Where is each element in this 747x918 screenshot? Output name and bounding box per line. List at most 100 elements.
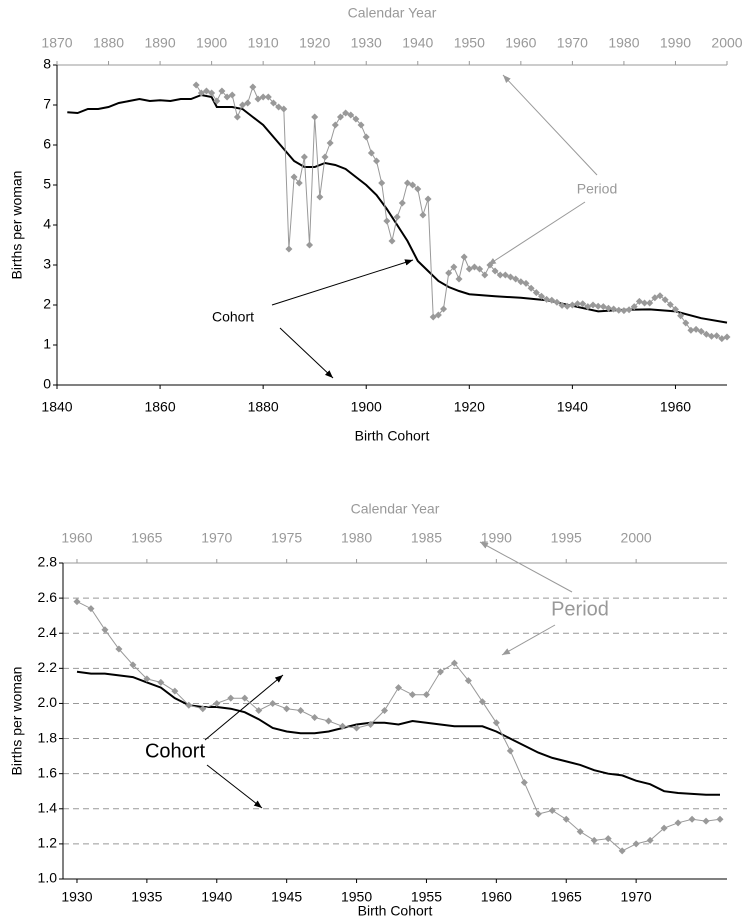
x2-tick-label: 1960 [61, 530, 92, 546]
data-point [666, 301, 674, 309]
x2-tick-label: 1960 [505, 35, 536, 51]
data-point [491, 267, 499, 275]
x-tick-label: 1970 [621, 889, 652, 905]
data-point [422, 691, 430, 699]
y-axis-title: Births per woman [9, 667, 25, 776]
x2-tick-label: 1985 [411, 530, 442, 546]
x2-tick-label: 1990 [660, 35, 691, 51]
y-tick-label: 1 [43, 336, 51, 352]
data-point [563, 302, 571, 310]
data-point [419, 211, 427, 219]
data-point [197, 89, 205, 97]
x2-axis-title: Calendar Year [351, 501, 440, 517]
annotation-arrow [204, 674, 284, 741]
data-point [409, 181, 417, 189]
data-point [584, 303, 592, 311]
data-point [713, 332, 721, 340]
data-point [548, 296, 556, 304]
y-tick-label: 1.4 [38, 799, 58, 815]
annotation-arrow [502, 74, 598, 176]
data-point [455, 275, 463, 283]
x-tick-label: 1950 [341, 889, 372, 905]
data-point [244, 99, 252, 107]
x2-tick-label: 1995 [551, 530, 582, 546]
data-point [241, 694, 249, 702]
data-point [347, 111, 355, 119]
data-point [610, 305, 618, 313]
y-tick-label: 4 [43, 216, 51, 232]
x2-tick-label: 1965 [131, 530, 162, 546]
data-point [398, 199, 406, 207]
data-point [373, 157, 381, 165]
data-point [218, 87, 226, 95]
data-point [331, 121, 339, 129]
data-point [115, 645, 123, 653]
x2-tick-label: 2000 [711, 35, 742, 51]
data-point [522, 279, 530, 287]
data-point [615, 306, 623, 314]
data-point [656, 292, 664, 300]
data-point [297, 706, 305, 714]
annotation-arrow [206, 764, 263, 809]
data-point [213, 97, 221, 105]
x2-tick-label: 1975 [271, 530, 302, 546]
y-tick-label: 0 [43, 376, 51, 392]
data-point [429, 313, 437, 321]
data-point [464, 677, 472, 685]
y-tick-label: 1.8 [38, 729, 58, 745]
data-point [316, 193, 324, 201]
series-line [76, 670, 720, 796]
data-point [269, 99, 277, 107]
data-point [143, 675, 151, 683]
data-point [481, 271, 489, 279]
data-point [517, 278, 525, 286]
x2-tick-label: 1980 [341, 530, 372, 546]
data-point [496, 271, 504, 279]
data-point [311, 713, 319, 721]
data-point [604, 304, 612, 312]
data-point [708, 332, 716, 340]
data-point [576, 828, 584, 836]
data-point [157, 678, 165, 686]
data-point [590, 836, 598, 844]
data-point [697, 327, 705, 335]
data-point [227, 694, 235, 702]
data-point [646, 836, 654, 844]
data-point [520, 778, 528, 786]
data-point [213, 699, 221, 707]
data-point [290, 173, 298, 181]
data-point [445, 269, 453, 277]
data-point [579, 300, 587, 308]
y-tick-label: 2 [43, 296, 51, 312]
x-tick-label: 1940 [557, 399, 588, 415]
x2-tick-label: 1890 [144, 35, 175, 51]
data-point [285, 245, 293, 253]
data-point [414, 185, 422, 193]
data-point [671, 305, 679, 313]
x2-tick-label: 1980 [608, 35, 639, 51]
x-tick-label: 1920 [454, 399, 485, 415]
series-line [195, 84, 728, 340]
data-point [264, 93, 272, 101]
y-axis-title: Births per woman [9, 171, 25, 280]
data-point [394, 684, 402, 692]
x-tick-label: 1945 [271, 889, 302, 905]
data-point [306, 241, 314, 249]
x-tick-label: 1840 [41, 399, 72, 415]
data-point [321, 153, 329, 161]
data-point [651, 294, 659, 302]
x-tick-label: 1930 [61, 889, 92, 905]
data-point [674, 819, 682, 827]
data-point [255, 706, 263, 714]
y-tick-label: 8 [43, 56, 51, 72]
data-point [311, 113, 319, 121]
x2-tick-label: 1920 [299, 35, 330, 51]
data-point [677, 312, 685, 320]
data-point [352, 115, 360, 123]
data-point [280, 105, 288, 113]
x2-tick-label: 1880 [93, 35, 124, 51]
x-tick-label: 1940 [201, 889, 232, 905]
data-point [275, 103, 283, 111]
data-point [185, 701, 193, 709]
data-point [687, 326, 695, 334]
